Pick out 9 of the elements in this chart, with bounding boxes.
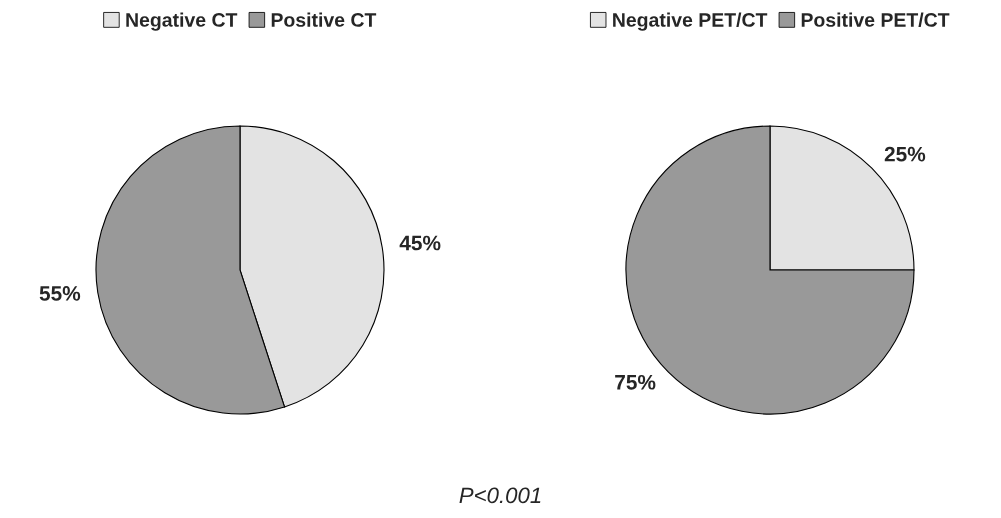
data-label: 45% [399,235,441,251]
legend-label: Positive CT [271,12,377,27]
data-label: 25% [884,146,926,162]
legend-label: Positive PET/CT [801,12,950,28]
legend-label: Negative PET/CT [613,12,768,31]
text: P<0.001 [459,487,541,504]
legend-label: Negative CT [126,12,238,31]
data-label: 55% [39,286,81,301]
data-label: 75% [615,374,656,390]
